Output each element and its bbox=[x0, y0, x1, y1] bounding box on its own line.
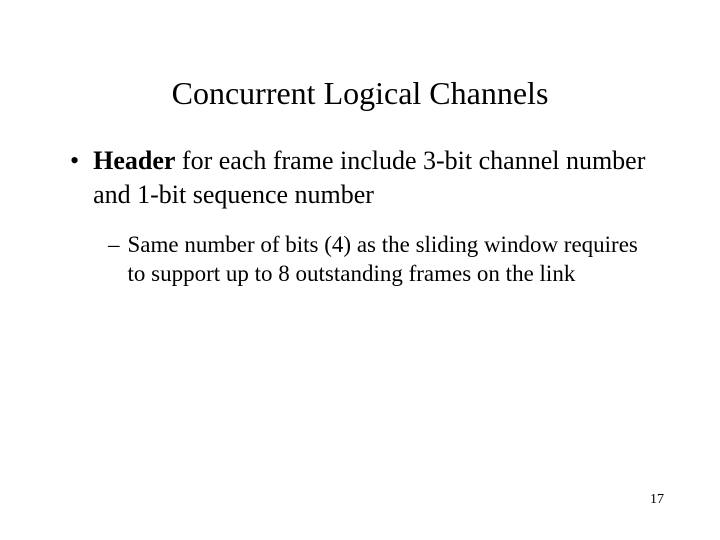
bullet-dash-icon: – bbox=[108, 230, 120, 259]
page-number: 17 bbox=[650, 492, 664, 508]
slide-title: Concurrent Logical Channels bbox=[60, 75, 660, 112]
bullet-dot-icon: • bbox=[70, 144, 79, 178]
bullet-sub-text: Same number of bits (4) as the sliding w… bbox=[128, 230, 661, 289]
slide-container: Concurrent Logical Channels • Header for… bbox=[0, 0, 720, 540]
bullet-main-rest: for each frame include 3-bit channel num… bbox=[93, 146, 645, 209]
bullet-main: • Header for each frame include 3-bit ch… bbox=[70, 144, 660, 212]
bullet-main-text: Header for each frame include 3-bit chan… bbox=[93, 144, 660, 212]
bullet-main-bold: Header bbox=[93, 146, 175, 175]
bullet-sub: – Same number of bits (4) as the sliding… bbox=[108, 230, 660, 289]
